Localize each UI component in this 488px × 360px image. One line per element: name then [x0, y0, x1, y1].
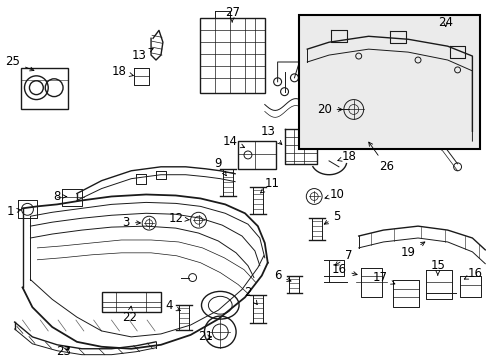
- Text: 22: 22: [122, 306, 137, 324]
- Text: 18: 18: [337, 150, 356, 163]
- Text: 8: 8: [53, 190, 66, 203]
- Text: 12: 12: [168, 212, 189, 225]
- Text: 5: 5: [324, 210, 340, 224]
- Bar: [200, 18, 264, 93]
- Text: 19: 19: [400, 242, 424, 259]
- Text: 15: 15: [429, 259, 445, 275]
- Text: 26: 26: [368, 142, 393, 173]
- Text: 16: 16: [464, 267, 482, 280]
- Bar: [102, 292, 161, 312]
- Text: 16: 16: [331, 263, 356, 276]
- Text: 24: 24: [437, 16, 452, 29]
- Text: 18: 18: [112, 66, 133, 78]
- Text: 13: 13: [260, 125, 281, 144]
- Text: 11: 11: [260, 177, 279, 193]
- Text: 9: 9: [214, 157, 226, 176]
- Text: 13: 13: [131, 49, 153, 62]
- Text: 25: 25: [5, 55, 34, 71]
- Bar: [238, 141, 275, 169]
- Text: 23: 23: [57, 345, 71, 358]
- Text: 10: 10: [325, 188, 344, 201]
- Text: 6: 6: [273, 269, 290, 282]
- Text: 7: 7: [334, 249, 352, 266]
- Text: 17: 17: [372, 271, 394, 284]
- Text: 2: 2: [244, 286, 257, 305]
- Text: 27: 27: [224, 6, 239, 22]
- Text: 4: 4: [165, 299, 180, 312]
- Bar: [20, 68, 68, 109]
- Text: 20: 20: [0, 359, 1, 360]
- Text: 14: 14: [222, 135, 244, 148]
- Text: 20: 20: [316, 103, 342, 116]
- Bar: [299, 14, 479, 149]
- Text: 3: 3: [122, 216, 140, 229]
- Text: 21: 21: [198, 330, 212, 343]
- Text: 1: 1: [7, 205, 21, 218]
